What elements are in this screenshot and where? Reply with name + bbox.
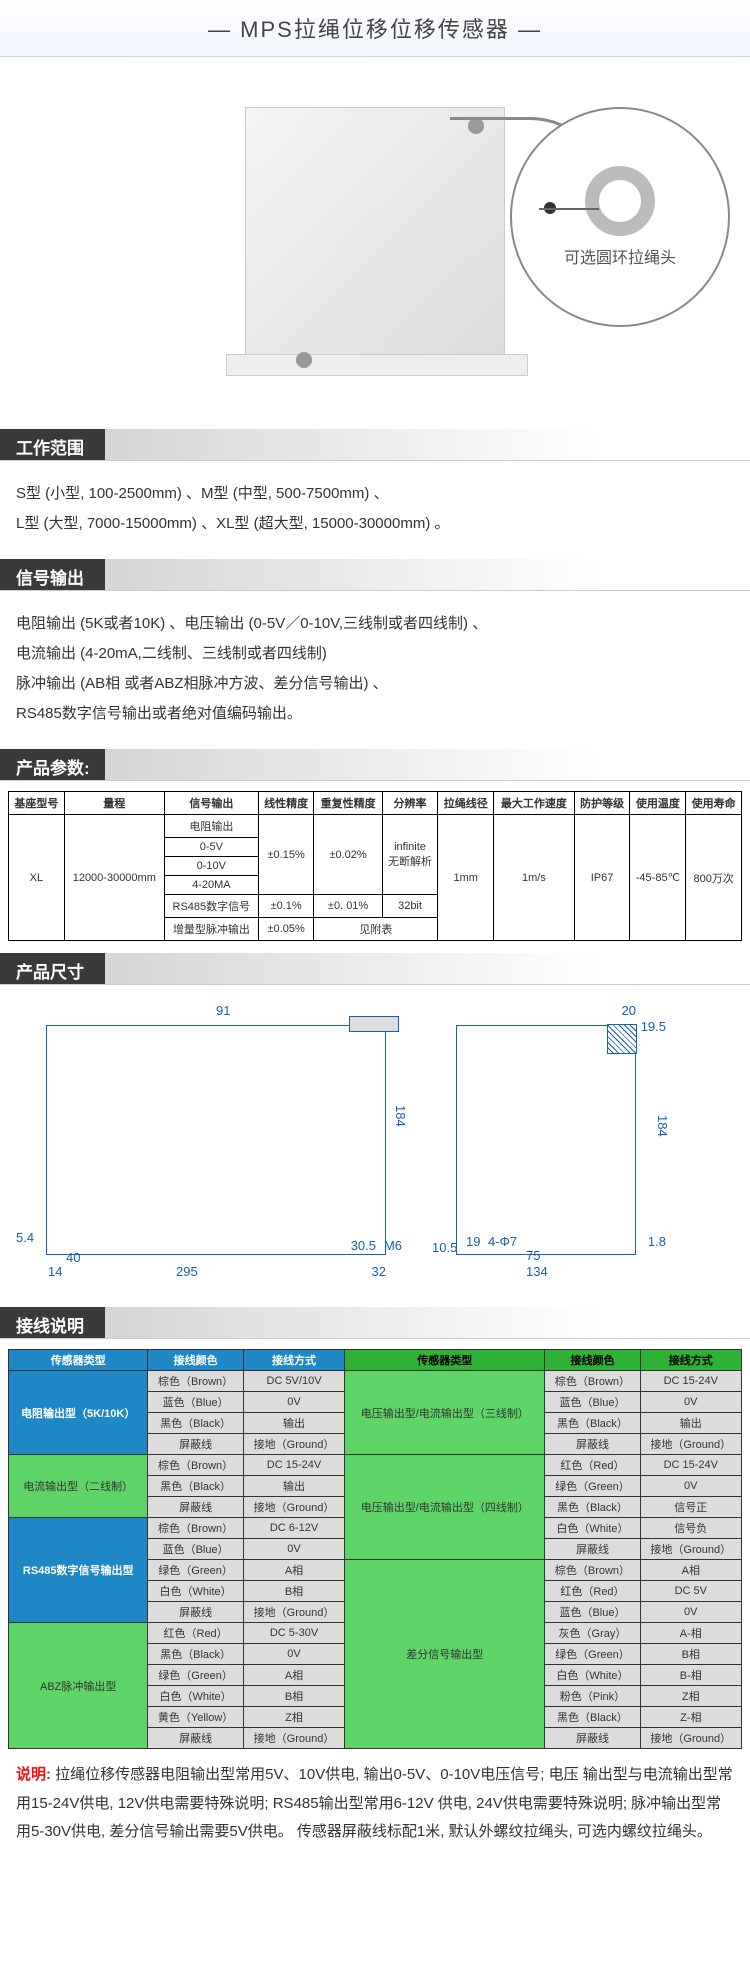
front-view [46, 1025, 386, 1255]
signal-text: 电阻输出 (5K或者10K) 、电压输出 (0-5V／0-10V,三线制或者四线… [0, 601, 750, 737]
section-dims: 产品尺寸 [0, 953, 750, 985]
page-title: — MPS拉绳位移位移传感器 — [0, 0, 750, 57]
range-text: S型 (小型, 100-2500mm) 、M型 (中型, 500-7500mm)… [0, 471, 750, 547]
section-range: 工作范围 [0, 429, 750, 461]
product-image-area: 可选圆环拉绳头 [0, 57, 750, 417]
section-wiring: 接线说明 [0, 1307, 750, 1339]
side-view [456, 1025, 636, 1255]
dimension-drawings: 91 184 295 14 40 5.4 30.5 M6 32 20 19.5 … [0, 995, 750, 1295]
wiring-table: 传感器类型接线颜色接线方式传感器类型接线颜色接线方式电阻输出型（5K/10K）棕… [8, 1349, 742, 1749]
section-signal: 信号输出 [0, 559, 750, 591]
section-params: 产品参数: [0, 749, 750, 781]
note-label: 说明: [16, 1766, 51, 1783]
ring-label: 可选圆环拉绳头 [564, 244, 676, 268]
ring-icon [585, 166, 655, 236]
params-table: 基座型号量程信号输出线性精度重复性精度分辨率拉绳线径最大工作速度防护等级使用温度… [8, 791, 742, 941]
note-text: 说明: 拉绳位移传感器电阻输出型常用5V、10V供电, 输出0-5V、0-10V… [0, 1749, 750, 1859]
ring-detail-circle: 可选圆环拉绳头 [510, 107, 730, 327]
